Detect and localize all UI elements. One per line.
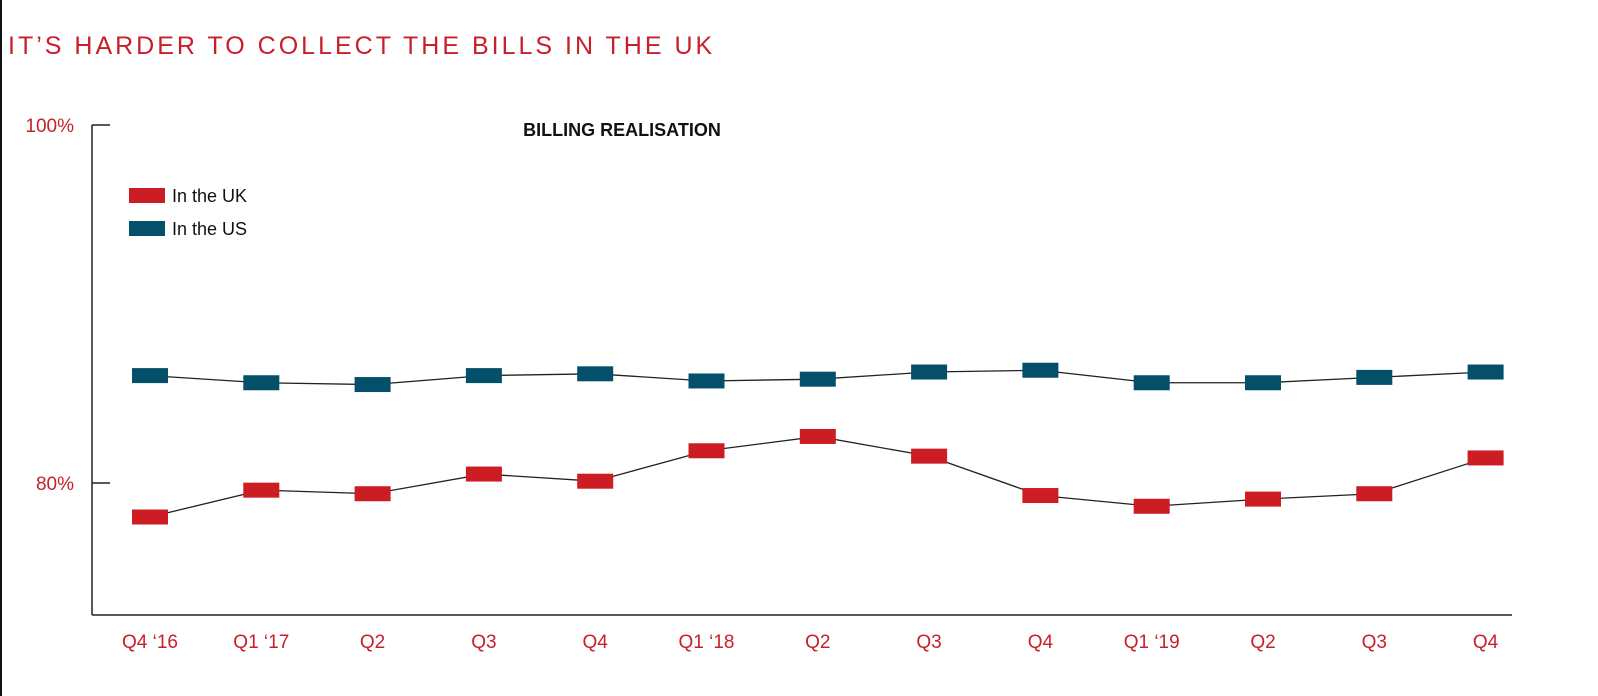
legend: In the UK In the US [129,186,247,239]
series-markers [132,362,1504,525]
data-marker-us [799,371,836,387]
x-tick-label: Q3 [471,632,496,653]
legend-swatch-us [129,221,165,236]
data-marker-uk [577,473,614,489]
x-tick-label: Q2 [805,632,830,653]
x-tick-label: Q4 ‘16 [122,632,178,653]
data-marker-uk [1133,498,1170,514]
data-marker-us [1356,369,1393,385]
data-marker-uk [132,509,168,525]
data-marker-uk [911,448,948,464]
data-marker-us [577,366,614,382]
data-marker-us [911,364,948,380]
data-marker-us [354,377,391,393]
x-tick-label: Q3 [1362,632,1387,653]
series-line-uk [149,435,1486,518]
page-border [0,0,2,696]
axes: 100% 80% [25,116,1512,616]
y-tick-label: 80% [36,474,74,495]
data-marker-us [688,373,725,389]
data-marker-uk [1022,488,1059,504]
data-marker-uk [465,466,502,482]
data-marker-us [243,375,280,391]
x-tick-label: Q4 [583,632,609,653]
x-tick-label: Q3 [916,632,941,653]
legend-label: In the US [172,219,247,239]
data-marker-us [1133,375,1170,391]
data-marker-uk [354,486,391,502]
x-tick-labels: Q4 ‘16 Q1 ‘17 Q2 Q3 Q4 Q1 ‘18 Q2 Q3 Q4 Q1 ‘19 Q2 Q3… [122,632,1499,653]
data-marker-us [1467,364,1504,380]
x-tick-label: Q1 ‘18 [679,632,735,653]
x-tick-label: Q4 [1473,632,1499,653]
x-tick-label: Q2 [1250,632,1275,653]
chart-title: BILLING REALISATION [523,120,721,140]
data-marker-us [1022,362,1059,378]
x-tick-label: Q1 ‘19 [1124,632,1180,653]
data-marker-uk [1467,450,1504,466]
data-marker-us [465,368,502,384]
legend-label: In the UK [172,186,247,206]
data-marker-uk [243,482,280,498]
x-tick-label: Q4 [1028,632,1054,653]
page-title: IT’S HARDER TO COLLECT THE BILLS IN THE … [8,32,716,60]
x-tick-label: Q1 ‘17 [233,632,289,653]
data-marker-uk [799,428,836,444]
data-marker-us [132,368,168,384]
data-marker-uk [688,443,725,459]
data-marker-uk [1245,491,1281,507]
y-tick-label: 100% [25,116,74,137]
legend-swatch-uk [129,188,165,203]
data-marker-uk [1356,486,1393,502]
data-marker-us [1245,375,1281,391]
x-tick-label: Q2 [360,632,385,653]
